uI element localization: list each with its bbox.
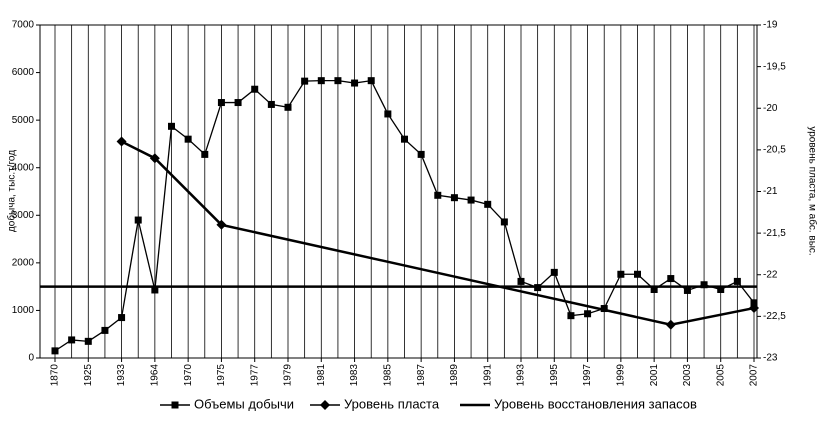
point-marker bbox=[149, 153, 160, 164]
x-tick-label: 1981 bbox=[316, 364, 327, 387]
x-tick-label: 1983 bbox=[349, 364, 360, 387]
y2-tick-label: -22 bbox=[763, 269, 778, 280]
point-marker bbox=[384, 110, 392, 118]
legend-marker bbox=[171, 401, 179, 409]
point-marker bbox=[500, 218, 508, 226]
x-tick-label: 1979 bbox=[283, 364, 294, 387]
y-axis-title: добыча, тыс.т/год bbox=[6, 150, 18, 232]
point-marker bbox=[750, 299, 758, 307]
point-marker bbox=[118, 314, 126, 322]
y-tick-label: 3000 bbox=[12, 210, 35, 221]
legend-label: Объемы добычи bbox=[194, 396, 294, 411]
y2-tick-label: -20,5 bbox=[763, 145, 786, 156]
x-tick-label: 1993 bbox=[516, 364, 527, 387]
point-marker bbox=[134, 216, 142, 224]
point-marker bbox=[700, 281, 708, 289]
x-tick-label: 2007 bbox=[749, 364, 760, 387]
point-marker bbox=[216, 219, 227, 230]
legend-marker bbox=[320, 400, 330, 410]
point-marker bbox=[184, 135, 192, 143]
y-tick-label: 0 bbox=[28, 353, 34, 364]
point-marker bbox=[749, 303, 759, 314]
point-marker bbox=[68, 336, 76, 344]
point-marker bbox=[434, 191, 442, 199]
point-marker bbox=[217, 99, 225, 107]
y-tick-label: 5000 bbox=[12, 115, 35, 126]
point-marker bbox=[650, 285, 658, 293]
y-tick-label: 1000 bbox=[12, 305, 35, 316]
y2-tick-label: -19,5 bbox=[763, 61, 786, 72]
point-marker bbox=[634, 270, 641, 278]
point-marker bbox=[301, 77, 309, 85]
point-marker bbox=[151, 286, 159, 294]
point-marker bbox=[234, 99, 242, 107]
point-marker bbox=[201, 150, 209, 158]
y2-tick-label: -19 bbox=[763, 20, 778, 31]
point-marker bbox=[401, 135, 408, 143]
point-marker bbox=[51, 347, 59, 355]
point-marker bbox=[367, 77, 375, 85]
x-tick-label: 1925 bbox=[83, 364, 94, 387]
legend-label: Уровень пласта bbox=[344, 396, 440, 411]
point-marker bbox=[116, 136, 127, 147]
point-marker bbox=[317, 77, 325, 85]
y-tick-label: 4000 bbox=[12, 162, 35, 173]
point-marker bbox=[517, 277, 525, 285]
x-tick-label: 1985 bbox=[382, 364, 393, 387]
x-tick-label: 1997 bbox=[582, 364, 593, 387]
x-tick-label: 2005 bbox=[715, 364, 726, 387]
y2-axis-title: уровень пласта, м абс. выс. bbox=[806, 126, 818, 255]
point-marker bbox=[351, 79, 359, 87]
x-tick-label: 1999 bbox=[615, 364, 626, 387]
point-marker bbox=[467, 196, 475, 204]
point-marker bbox=[267, 100, 275, 108]
y-tick-label: 2000 bbox=[12, 257, 35, 268]
point-marker bbox=[450, 194, 458, 202]
x-tick-label: 1870 bbox=[50, 364, 61, 387]
point-marker bbox=[567, 312, 575, 320]
point-marker bbox=[550, 268, 558, 276]
point-marker bbox=[101, 326, 109, 334]
y2-tick-label: -21,5 bbox=[763, 228, 786, 239]
y2-tick-label: -21 bbox=[763, 186, 778, 197]
point-marker bbox=[717, 285, 725, 293]
x-tick-label: 1977 bbox=[249, 364, 260, 387]
x-tick-label: 2003 bbox=[682, 364, 693, 387]
y-tick-label: 7000 bbox=[12, 20, 35, 31]
point-marker bbox=[667, 275, 675, 283]
x-tick-label: 1970 bbox=[183, 364, 194, 387]
x-tick-label: 1991 bbox=[482, 364, 493, 387]
legend-label: Уровень восстановления запасов bbox=[494, 396, 697, 411]
point-marker bbox=[617, 270, 625, 278]
y2-tick-label: -22,5 bbox=[763, 311, 786, 322]
x-tick-label: 2001 bbox=[649, 364, 660, 387]
point-marker bbox=[600, 305, 608, 313]
x-tick-label: 1989 bbox=[449, 364, 460, 387]
point-marker bbox=[733, 277, 741, 285]
point-marker bbox=[683, 286, 691, 294]
y2-tick-label: -23 bbox=[763, 353, 778, 364]
point-marker bbox=[334, 77, 342, 85]
point-marker bbox=[417, 150, 425, 158]
x-tick-label: 1933 bbox=[116, 364, 127, 387]
point-marker bbox=[251, 85, 259, 93]
point-marker bbox=[284, 103, 292, 111]
point-marker bbox=[584, 310, 592, 318]
point-marker bbox=[665, 319, 676, 330]
point-marker bbox=[168, 122, 175, 130]
x-tick-label: 1987 bbox=[416, 364, 427, 387]
point-marker bbox=[484, 200, 492, 208]
point-marker bbox=[84, 337, 92, 345]
x-tick-label: 1975 bbox=[216, 364, 227, 387]
y2-tick-label: -20 bbox=[763, 103, 778, 114]
y-tick-label: 6000 bbox=[12, 67, 35, 78]
x-tick-label: 1995 bbox=[549, 364, 560, 387]
x-tick-label: 1964 bbox=[149, 364, 160, 387]
